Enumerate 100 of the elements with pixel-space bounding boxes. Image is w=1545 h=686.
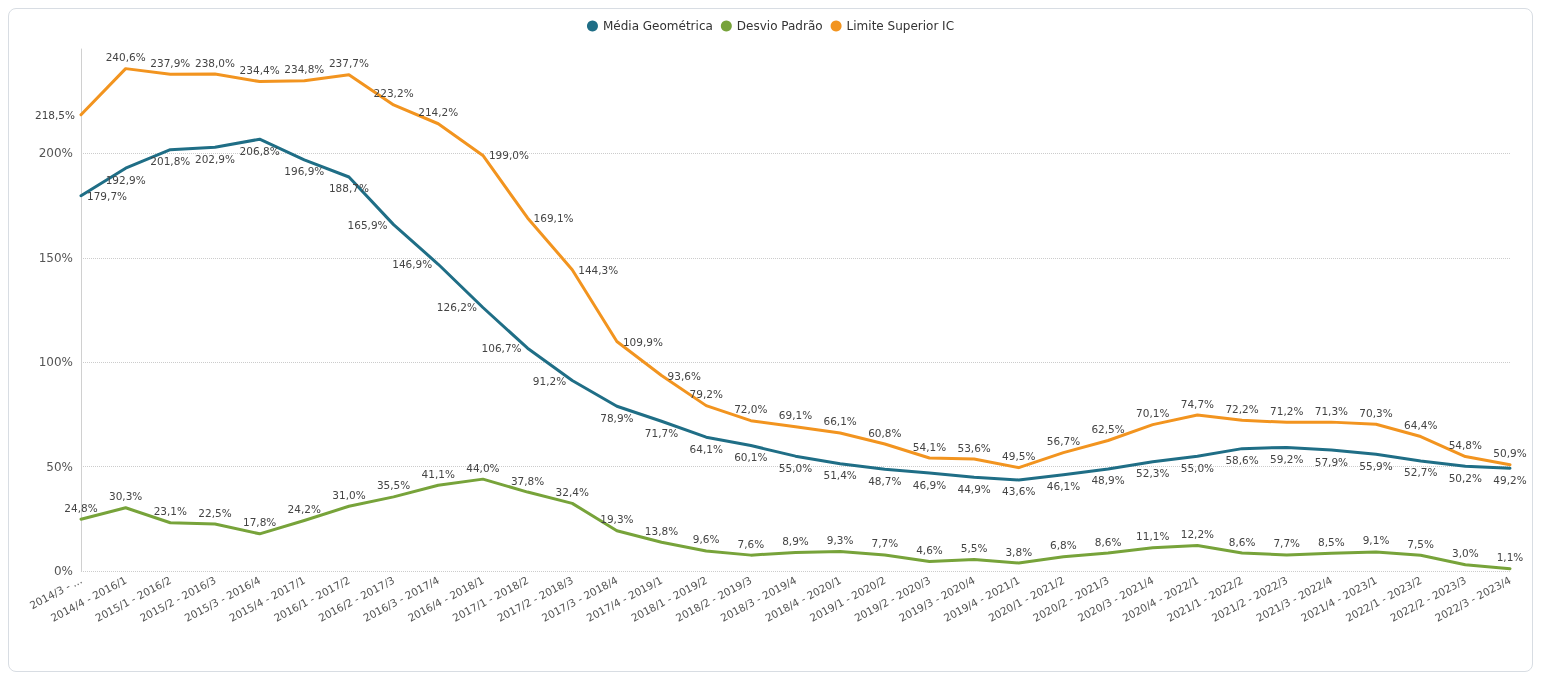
data-label: 7,6% xyxy=(737,537,765,550)
data-label: 106,7% xyxy=(481,342,522,355)
data-label: 179,7% xyxy=(87,189,128,202)
data-label: 234,8% xyxy=(284,63,325,76)
data-label: 144,3% xyxy=(578,263,619,276)
data-label: 58,6% xyxy=(1225,454,1259,467)
data-label: 49,5% xyxy=(1002,450,1036,463)
data-label: 69,1% xyxy=(778,409,813,422)
data-label: 206,8% xyxy=(239,144,280,157)
data-label: 214,2% xyxy=(418,106,459,119)
data-label: 19,3% xyxy=(600,513,634,526)
data-label: 8,6% xyxy=(1094,535,1122,548)
data-label: 72,0% xyxy=(734,403,768,416)
data-label: 71,2% xyxy=(1270,404,1304,417)
data-label: 93,6% xyxy=(667,369,701,382)
data-label: 55,9% xyxy=(1359,459,1393,472)
data-label: 60,8% xyxy=(868,426,902,439)
data-label: 6,8% xyxy=(1050,539,1077,552)
data-label: 7,5% xyxy=(1407,537,1435,550)
data-label: 46,1% xyxy=(1046,480,1081,493)
data-label: 41,1% xyxy=(421,467,455,480)
data-label: 49,2% xyxy=(1493,473,1527,486)
data-label: 44,0% xyxy=(466,461,500,474)
data-label: 72,2% xyxy=(1225,402,1259,415)
data-label: 46,9% xyxy=(912,478,947,491)
data-label: 31,0% xyxy=(332,488,366,501)
data-label: 91,2% xyxy=(532,374,567,387)
data-label: 9,3% xyxy=(826,534,854,547)
data-label: 218,5% xyxy=(34,108,76,121)
data-label: 35,5% xyxy=(376,479,411,492)
data-label: 11,1% xyxy=(1136,530,1170,543)
data-label: 109,9% xyxy=(622,335,663,348)
data-label: 8,6% xyxy=(1228,535,1256,548)
y-tick-label: 150% xyxy=(38,250,73,265)
data-label: 240,6% xyxy=(105,51,146,64)
data-label: 37,8% xyxy=(510,474,545,487)
data-label: 64,1% xyxy=(689,442,723,455)
data-label: 9,6% xyxy=(692,533,720,546)
data-label: 5,5% xyxy=(960,542,988,555)
data-label: 237,9% xyxy=(150,56,191,69)
data-label: 71,3% xyxy=(1314,404,1349,417)
data-label: 201,8% xyxy=(150,155,191,168)
data-label: 62,5% xyxy=(1091,423,1125,435)
data-label: 24,2% xyxy=(287,502,321,515)
data-label: 4,6% xyxy=(916,543,943,556)
data-label: 8,5% xyxy=(1318,535,1345,548)
data-label: 32,4% xyxy=(555,485,589,498)
y-tick-label: 200% xyxy=(38,146,73,161)
data-label: 199,0% xyxy=(488,149,529,162)
data-label: 54,8% xyxy=(1448,439,1483,452)
data-label: 70,3% xyxy=(1359,406,1393,419)
legend-label: Média Geométrica xyxy=(602,19,713,33)
data-label: 202,9% xyxy=(194,152,235,165)
data-label: 66,1% xyxy=(823,415,857,428)
data-label: 48,7% xyxy=(868,474,902,487)
legend-label: Limite Superior IC xyxy=(846,19,955,33)
data-label: 56,7% xyxy=(1046,435,1081,448)
data-label: 59,2% xyxy=(1270,452,1304,465)
data-label: 3,0% xyxy=(1452,547,1479,560)
data-label: 70,1% xyxy=(1136,407,1170,420)
data-label: 53,6% xyxy=(957,441,991,454)
data-label: 192,9% xyxy=(105,173,146,186)
data-label: 1,1% xyxy=(1496,551,1524,564)
data-label: 13,8% xyxy=(644,524,679,537)
data-label: 22,5% xyxy=(198,506,232,519)
data-label: 126,2% xyxy=(436,301,477,314)
data-label: 238,0% xyxy=(194,56,235,69)
data-label: 64,4% xyxy=(1404,419,1438,432)
data-label: 17,8% xyxy=(242,516,277,529)
data-label: 234,4% xyxy=(239,64,280,77)
data-label: 79,2% xyxy=(689,388,723,401)
data-label: 78,9% xyxy=(600,411,634,424)
y-tick-label: 100% xyxy=(38,355,73,370)
data-label: 60,1% xyxy=(734,451,768,464)
data-label: 3,8% xyxy=(1005,545,1033,558)
data-label: 237,7% xyxy=(328,57,369,70)
data-label: 43,6% xyxy=(1002,485,1036,498)
data-label: 30,3% xyxy=(108,490,143,503)
data-label: 52,7% xyxy=(1404,466,1438,479)
data-label: 24,8% xyxy=(64,501,98,514)
data-label: 8,9% xyxy=(782,534,809,547)
data-label: 7,7% xyxy=(871,537,899,550)
data-label: 12,2% xyxy=(1180,528,1215,541)
data-label: 55,0% xyxy=(778,461,813,474)
data-label: 57,9% xyxy=(1314,455,1349,468)
data-label: 55,0% xyxy=(1180,461,1215,474)
data-label: 48,9% xyxy=(1091,474,1125,487)
data-label: 7,7% xyxy=(1273,537,1301,550)
data-label: 146,9% xyxy=(392,258,433,271)
data-label: 169,1% xyxy=(533,211,574,224)
data-label: 50,2% xyxy=(1448,471,1483,484)
y-tick-label: 50% xyxy=(46,459,73,474)
data-label: 51,4% xyxy=(823,469,857,482)
data-label: 165,9% xyxy=(347,218,388,231)
data-label: 196,9% xyxy=(284,165,325,178)
data-label: 9,1% xyxy=(1362,534,1390,547)
data-label: 54,1% xyxy=(912,440,947,453)
data-label: 71,7% xyxy=(644,426,679,439)
legend-label: Desvio Padrão xyxy=(736,19,823,33)
data-label: 74,7% xyxy=(1180,397,1215,410)
